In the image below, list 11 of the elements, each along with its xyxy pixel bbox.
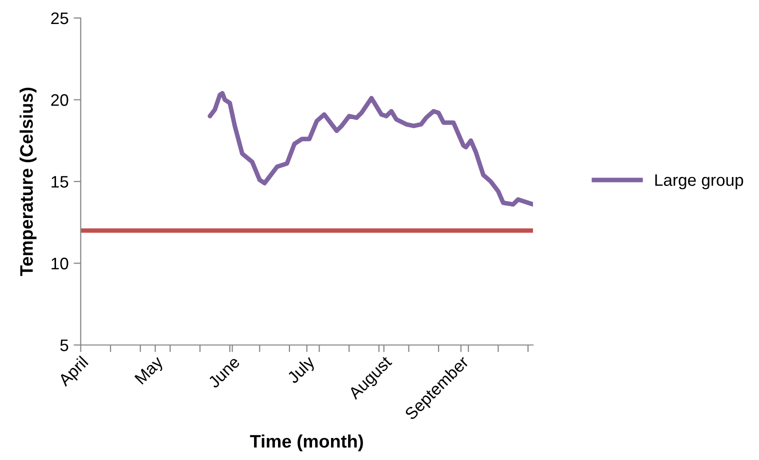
y-axis-title: Temperature (Celsius) <box>20 88 36 276</box>
legend-label: Large group <box>655 174 744 190</box>
y-tick-label: 15 <box>52 176 68 188</box>
y-tick-label: 20 <box>51 94 68 106</box>
y-tick-label: 5 <box>60 340 68 352</box>
x-tick-label: May <box>134 355 166 388</box>
x-axis-title: Time (month) <box>250 434 363 452</box>
x-tick-label: July <box>286 354 318 386</box>
y-tick-label: 10 <box>52 258 68 270</box>
y-tick-label: 25 <box>51 12 68 24</box>
line-series <box>208 90 533 207</box>
